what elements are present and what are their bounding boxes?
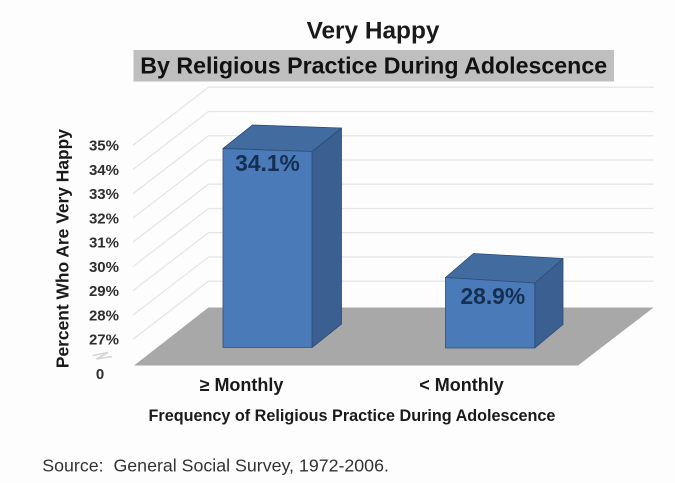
svg-text:31%: 31% — [89, 235, 119, 252]
svg-text:Frequency of Religious Practic: Frequency of Religious Practice During A… — [149, 407, 556, 425]
svg-text:Very Happy: Very Happy — [307, 18, 440, 45]
svg-text:By Religious Practice During A: By Religious Practice During Adolescence — [140, 53, 607, 79]
svg-text:27%: 27% — [89, 332, 119, 349]
svg-text:30%: 30% — [89, 259, 119, 276]
svg-text:≥ Monthly: ≥ Monthly — [200, 375, 284, 395]
svg-text:34.1%: 34.1% — [235, 150, 300, 176]
svg-text:35%: 35% — [89, 138, 119, 155]
svg-text:29%: 29% — [89, 283, 119, 300]
svg-text:0: 0 — [96, 366, 104, 383]
svg-text:32%: 32% — [89, 210, 119, 227]
svg-text:28%: 28% — [89, 307, 119, 324]
svg-text:33%: 33% — [89, 186, 119, 203]
svg-text:28.9%: 28.9% — [460, 283, 525, 309]
svg-text:34%: 34% — [89, 162, 119, 179]
svg-text:Source: General Social Survey: Source: General Social Survey, 1972-2006… — [42, 455, 389, 475]
svg-text:Percent Who Are Very Happy: Percent Who Are Very Happy — [52, 129, 72, 368]
svg-text:< Monthly: < Monthly — [419, 375, 504, 395]
